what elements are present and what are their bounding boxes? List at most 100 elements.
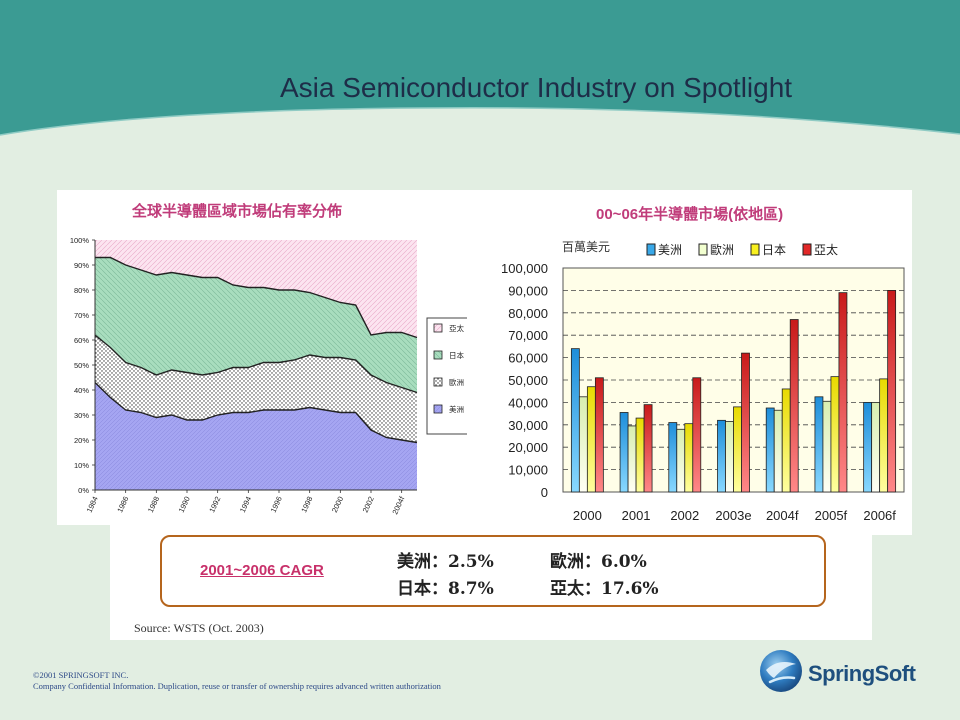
y-tick-label: 10,000	[508, 463, 548, 478]
legend-swatch	[698, 243, 708, 256]
bar	[717, 419, 726, 493]
bar	[822, 400, 832, 493]
cagr-region: 日本	[397, 579, 431, 599]
bar	[627, 425, 637, 493]
springsoft-swirl-icon	[760, 650, 802, 692]
cagr-americas: 美洲：2.5%	[397, 552, 494, 572]
x-tick-label: 2005f	[815, 508, 848, 523]
bar	[830, 376, 840, 493]
area-boundary-line	[94, 381, 418, 444]
x-tick-label: 2003e	[715, 508, 751, 523]
area-boundary-line	[95, 256, 418, 339]
cagr-europe: 歐洲：6.0%	[550, 552, 647, 572]
y-tick-label: 30,000	[508, 418, 548, 433]
springsoft-logo: SpringSoft	[758, 648, 938, 696]
slide-title: Asia Semiconductor Industry on Spotlight	[280, 72, 793, 103]
cagr-region: 歐洲	[550, 552, 584, 572]
legend-label: 日本	[449, 350, 464, 360]
bar	[635, 417, 645, 493]
confidential-notice: Company Confidential Information. Duplic…	[33, 681, 441, 691]
bar	[586, 386, 596, 493]
cagr-box: 2001~2006 CAGR 美洲：2.5% 歐洲：6.0% 日本：8.7% 亞…	[160, 535, 826, 607]
area-boundary-line	[94, 334, 418, 394]
legend-label: 歐洲	[449, 377, 464, 387]
y-tick-label: 20,000	[508, 440, 548, 455]
bar	[676, 428, 686, 493]
bar	[594, 377, 604, 493]
legend-label: 歐洲	[710, 242, 734, 257]
legend-swatch	[802, 243, 812, 256]
y-tick-label: 50%	[74, 361, 89, 370]
unit-label: 百萬美元	[562, 240, 610, 254]
y-tick-label: 60,000	[508, 351, 548, 366]
legend-label: 亞太	[449, 323, 464, 333]
y-tick-label: 30%	[74, 411, 89, 420]
copyright-text: ©2001 SPRINGSOFT INC.	[33, 670, 129, 680]
legend-label: 亞太	[814, 242, 838, 257]
x-tick-label: 2000	[573, 508, 602, 523]
x-tick-label: 2002	[361, 495, 376, 514]
x-tick-label: 1992	[207, 495, 222, 514]
legend-swatch	[433, 404, 443, 414]
x-tick-label: 1986	[115, 495, 130, 514]
legend-swatch	[433, 377, 443, 387]
legend-label: 日本	[762, 243, 786, 257]
bar	[773, 409, 783, 493]
y-tick-label: 40%	[74, 386, 89, 395]
x-tick-label: 1990	[177, 495, 192, 514]
x-tick-label: 2006f	[863, 508, 896, 523]
x-tick-label: 2002	[670, 508, 699, 523]
regional-market-chart-panel: 00~06年半導體市場(依地區) 百萬美元 美洲 歐洲 日本 亞太 100,000 90…	[467, 190, 912, 535]
x-tick-label: 1996	[269, 495, 284, 514]
cagr-label: 2001~2006 CAGR	[200, 562, 324, 579]
y-tick-label: 80%	[74, 286, 89, 295]
legend-swatch	[433, 350, 443, 360]
cagr-value: 8.7%	[448, 579, 494, 599]
regional-market-chart: 00~06年半導體市場(依地區) 百萬美元 美洲 歐洲 日本 亞太 100,000 90…	[501, 205, 905, 523]
y-tick-label: 100%	[70, 236, 90, 245]
regional-market-chart-title: 00~06年半導體市場(依地區)	[596, 205, 783, 223]
market-share-chart-title: 全球半導體區域市場佔有率分佈	[131, 202, 342, 220]
cagr-region: 美洲	[397, 552, 431, 572]
x-tick-label: 2000	[330, 495, 345, 514]
bar	[789, 319, 799, 493]
y-tick-label: 20%	[74, 436, 89, 445]
y-tick-label: 0%	[78, 486, 89, 495]
footer: ©2001 SPRINGSOFT INC. Company Confidenti…	[33, 670, 453, 692]
bar	[725, 421, 734, 493]
y-tick-label: 90,000	[508, 283, 548, 298]
x-tick-label: 1988	[146, 495, 161, 514]
y-tick-label: 10%	[74, 461, 89, 470]
x-tick-label: 1994	[238, 495, 253, 514]
bar	[741, 352, 750, 493]
x-tick-label: 2004f	[390, 494, 406, 516]
bar	[578, 396, 588, 493]
legend-swatch	[646, 243, 656, 256]
y-tick-label: 40,000	[508, 395, 548, 410]
bar	[871, 401, 881, 493]
x-tick-label: 1998	[299, 495, 314, 514]
y-tick-label: 70%	[74, 311, 89, 320]
y-tick-label: 90%	[74, 261, 89, 270]
bar	[619, 412, 629, 493]
y-tick-label: 70,000	[508, 328, 548, 343]
bar	[781, 388, 791, 493]
legend-label: 美洲	[449, 404, 464, 414]
market-share-chart: 全球半導體區域市場佔有率分佈 100% 90% 80% 70% 60% 50% 40% 30%…	[70, 202, 494, 516]
bar	[838, 292, 848, 493]
cagr-japan: 日本：8.7%	[397, 579, 494, 599]
bar	[765, 407, 775, 493]
bar	[733, 406, 742, 493]
bar	[887, 290, 897, 493]
y-tick-label: 100,000	[501, 261, 548, 276]
bar	[879, 378, 889, 493]
y-tick-label: 50,000	[508, 373, 548, 388]
cagr-region: 亞太	[550, 579, 584, 599]
x-tick-label: 2001	[622, 508, 651, 523]
regional-market-legend: 美洲 歐洲 日本 亞太	[646, 242, 838, 257]
bar	[570, 348, 580, 493]
cagr-panel: 2001~2006 CAGR 美洲：2.5% 歐洲：6.0% 日本：8.7% 亞…	[110, 525, 872, 640]
cagr-value: 6.0%	[601, 552, 647, 572]
y-tick-label: 80,000	[508, 306, 548, 321]
x-tick-label: 2004f	[766, 508, 799, 523]
